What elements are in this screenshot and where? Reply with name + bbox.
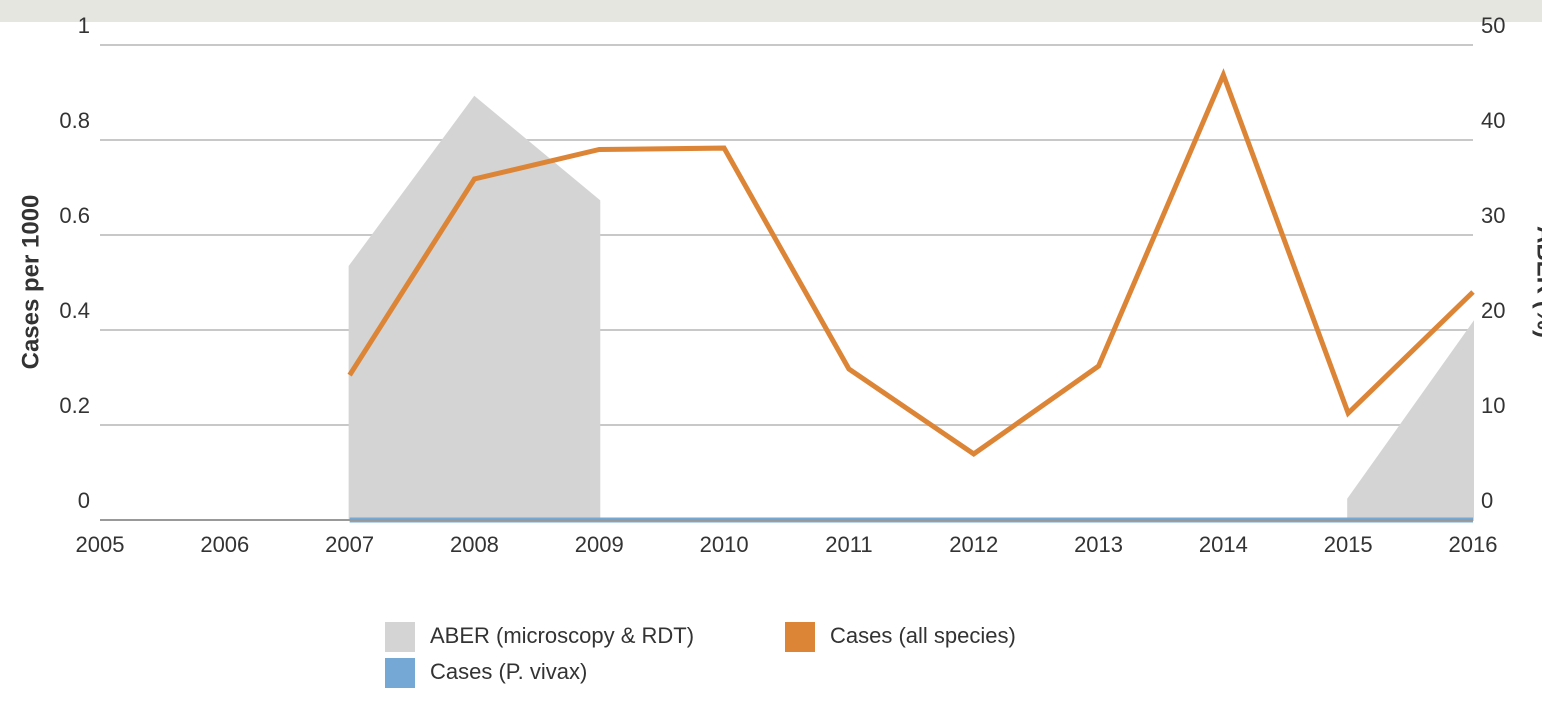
x-tick-label: 2007 bbox=[325, 532, 374, 557]
legend-swatch bbox=[385, 658, 415, 688]
y2-tick-label: 20 bbox=[1481, 298, 1505, 323]
x-tick-label: 2016 bbox=[1449, 532, 1498, 557]
x-tick-label: 2008 bbox=[450, 532, 499, 557]
y-tick-label: 0.2 bbox=[59, 393, 90, 418]
y-axis-title: Cases per 1000 bbox=[17, 195, 44, 370]
x-tick-label: 2010 bbox=[700, 532, 749, 557]
y2-tick-label: 50 bbox=[1481, 13, 1505, 38]
x-tick-label: 2012 bbox=[949, 532, 998, 557]
y2-tick-label: 40 bbox=[1481, 108, 1505, 133]
grid bbox=[100, 44, 1473, 521]
y-tick-label: 0 bbox=[78, 488, 90, 513]
y-tick-label: 0.6 bbox=[59, 203, 90, 228]
x-tick-label: 2011 bbox=[825, 532, 872, 557]
legend-swatch bbox=[385, 622, 415, 652]
x-tick-label: 2005 bbox=[76, 532, 125, 557]
legend-swatch bbox=[785, 622, 815, 652]
y2-axis-title: ABER (%) bbox=[1532, 226, 1542, 338]
x-tick-label: 2009 bbox=[575, 532, 624, 557]
header-band bbox=[0, 0, 1542, 22]
y-tick-label: 1 bbox=[78, 13, 90, 38]
legend-label: Cases (P. vivax) bbox=[430, 659, 587, 684]
x-tick-label: 2006 bbox=[200, 532, 249, 557]
y2-tick-label: 30 bbox=[1481, 203, 1505, 228]
y-tick-label: 0.8 bbox=[59, 108, 90, 133]
legend-label: ABER (microscopy & RDT) bbox=[430, 623, 694, 648]
y2-tick-label: 10 bbox=[1481, 393, 1505, 418]
x-tick-label: 2015 bbox=[1324, 532, 1373, 557]
y2-tick-label: 0 bbox=[1481, 488, 1493, 513]
x-tick-label: 2013 bbox=[1074, 532, 1123, 557]
line bbox=[347, 68, 1475, 458]
legend-label: Cases (all species) bbox=[830, 623, 1016, 648]
y-tick-label: 0.4 bbox=[59, 298, 90, 323]
x-tick-label: 2014 bbox=[1199, 532, 1248, 557]
